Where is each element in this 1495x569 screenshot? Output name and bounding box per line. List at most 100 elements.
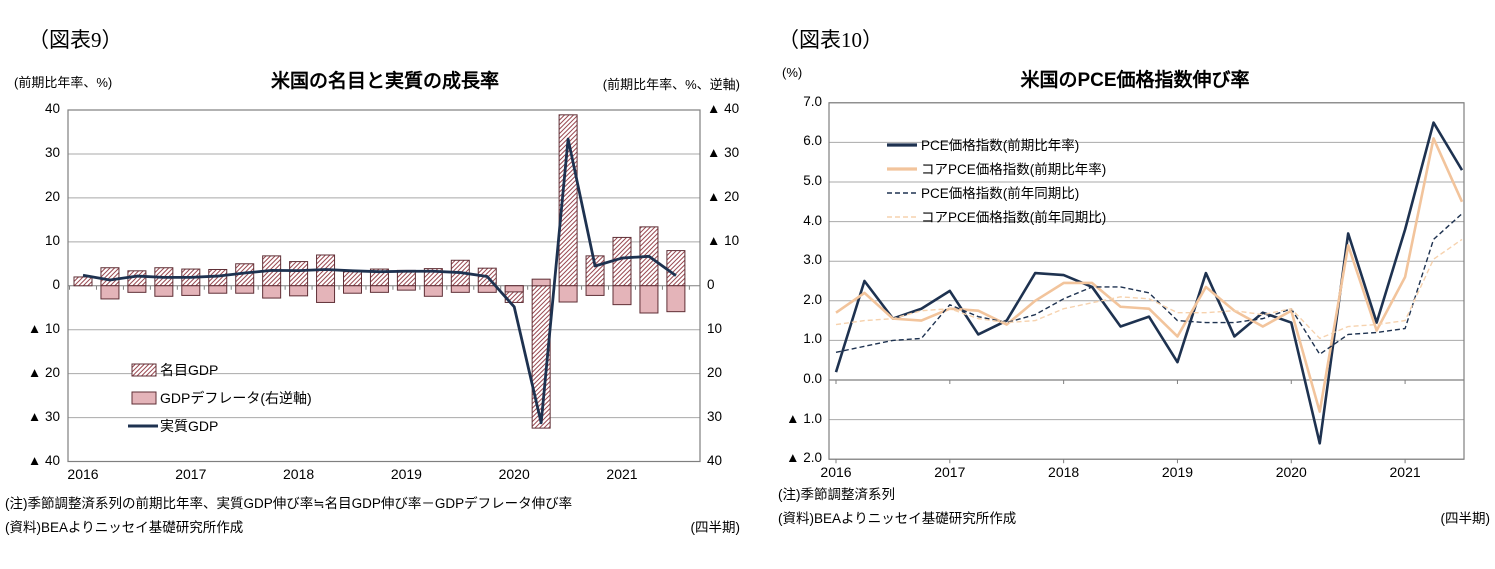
y-axis-tick-label: 3.0 <box>803 252 822 268</box>
legend-label: コアPCE価格指数(前期比年率) <box>921 161 1106 177</box>
figure10-frequency-label: (四半期) <box>1440 511 1491 526</box>
figure9-panel: 名目GDP GDPデフレータ(右逆軸) 実質GDP （図表9） (前期比年率、%) … <box>5 28 740 535</box>
y-axis-tick-label-right: 0 <box>707 276 715 292</box>
gdp-deflator-bar <box>504 285 524 293</box>
legend-label: PCE価格指数(前期比年率) <box>921 137 1079 153</box>
gdp-deflator-bar <box>450 285 470 293</box>
x-axis-year-label: 2017 <box>175 466 207 482</box>
gdp-deflator-bar <box>235 285 255 294</box>
y-axis-tick-label: 2.0 <box>803 291 822 307</box>
figure10-source-note: (資料)BEAよりニッセイ基礎研究所作成 <box>778 511 1017 526</box>
figure10-panel: PCE価格指数(前期比年率) コアPCE価格指数(前期比年率) PCE価格指数(前年… <box>770 0 1495 569</box>
gdp-deflator-bar <box>181 285 201 296</box>
y-axis-tick-label-right: 30 <box>707 408 723 424</box>
nominal-gdp-bar <box>666 250 686 287</box>
figure9-source-note: (資料)BEAよりニッセイ基礎研究所作成 <box>5 520 244 535</box>
legend-swatch-nominal-gdp <box>131 363 157 377</box>
y-axis-tick-label-left: 0 <box>52 276 60 292</box>
y-axis-tick-label-left: 10 <box>44 232 60 248</box>
y-axis-tick-label: 7.0 <box>803 93 822 109</box>
legend-label: 実質GDP <box>160 418 218 434</box>
gdp-deflator-bar <box>369 285 389 293</box>
figure9-legend: 名目GDP GDPデフレータ(右逆軸) 実質GDP <box>128 362 312 434</box>
gdp-deflator-bar <box>262 285 282 299</box>
gdp-deflator-bar <box>343 285 362 294</box>
x-axis-year-label: 2018 <box>1048 464 1080 480</box>
figure9-title: 米国の名目と実質の成長率 <box>270 71 499 92</box>
y-axis-tick-label-right: 10 <box>707 320 723 336</box>
real-gdp-line <box>82 137 677 425</box>
y-axis-tick-label-right: 20 <box>707 364 723 380</box>
core-pce-annualized-line <box>835 137 1464 413</box>
gdp-deflator-bar <box>127 285 147 293</box>
x-axis-year-label: 2020 <box>498 466 530 482</box>
gdp-deflator-bar <box>154 285 174 297</box>
gdp-deflator-bar <box>558 285 578 303</box>
figure9-left-axis-caption: (前期比年率、%) <box>14 75 113 90</box>
nominal-gdp-bar <box>73 276 93 287</box>
legend-label: GDPデフレータ(右逆軸) <box>160 390 312 406</box>
y-axis-tick-label-right: ▲ 30 <box>707 144 740 160</box>
gdp-deflator-bar <box>666 285 686 313</box>
y-axis-tick-label-left: 30 <box>44 144 60 160</box>
y-axis-tick-label-left: ▲ 20 <box>27 364 60 380</box>
y-axis-tick-label: 5.0 <box>803 173 822 188</box>
gdp-deflator-bar <box>396 285 416 291</box>
y-axis-tick-label-left: ▲ 40 <box>27 452 60 468</box>
nominal-gdp-bar <box>100 267 120 287</box>
gdp-deflator-bar <box>208 285 228 294</box>
x-axis-year-label: 2021 <box>1389 464 1421 480</box>
y-axis-tick-label: ▲ 2.0 <box>786 450 822 466</box>
nominal-gdp-bar <box>289 261 309 287</box>
y-axis-tick-label-right: ▲ 10 <box>707 232 740 248</box>
legend-label: 名目GDP <box>160 362 218 378</box>
gdp-deflator-bar <box>423 285 443 297</box>
y-axis-tick-label-right: ▲ 40 <box>707 101 740 116</box>
figure10-label: （図表10） <box>778 28 883 52</box>
x-axis-year-label: 2020 <box>1275 464 1307 480</box>
pce-price-yoy-line <box>835 213 1463 355</box>
x-axis-year-label: 2016 <box>820 464 852 480</box>
plot-frame <box>828 102 1465 460</box>
y-axis-tick-label-left: 40 <box>44 101 60 116</box>
gdp-deflator-bar <box>316 285 336 303</box>
y-axis-tick-label-left: ▲ 10 <box>27 320 60 336</box>
figure10-title: 米国のPCE価格指数伸び率 <box>1020 70 1250 91</box>
figure9-right-axis-caption: (前期比年率、%、逆軸) <box>602 77 740 92</box>
legend-label: コアPCE価格指数(前年同期比) <box>921 209 1106 225</box>
gdp-deflator-bar <box>100 285 120 300</box>
legend-label: PCE価格指数(前年同期比) <box>921 185 1079 201</box>
gdp-deflator-bar <box>612 285 632 306</box>
figure10-legend: PCE価格指数(前期比年率) コアPCE価格指数(前期比年率) PCE価格指数(前年… <box>887 137 1106 225</box>
figure9-label: （図表9） <box>28 28 123 52</box>
x-axis-year-label: 2019 <box>390 466 422 482</box>
x-axis-year-label: 2021 <box>606 466 638 482</box>
y-axis-tick-label-left: 20 <box>44 188 60 204</box>
pce-price-annualized-line <box>834 121 1464 445</box>
core-pce-yoy-line <box>835 238 1463 340</box>
y-axis-tick-label: 0.0 <box>803 371 822 386</box>
figure9-note: (注)季節調整済系列の前期比年率、実質GDP伸び率≒名目GDP伸び率－GDPデフ… <box>5 496 573 511</box>
y-axis-tick-label: 1.0 <box>803 331 822 347</box>
gdp-deflator-bar <box>477 285 497 293</box>
plot-frame <box>67 109 701 463</box>
y-axis-tick-label: ▲ 1.0 <box>786 410 822 426</box>
y-axis-tick-label-left: ▲ 30 <box>27 408 60 424</box>
pce-price-chart-canvas: PCE価格指数(前期比年率) コアPCE価格指数(前期比年率) PCE価格指数(前年… <box>828 102 1465 464</box>
gdp-deflator-bar <box>531 278 551 287</box>
nominal-gdp-bar <box>612 236 632 287</box>
gdp-deflator-bar <box>289 285 309 297</box>
legend-swatch-gdp-deflator <box>131 391 157 405</box>
gdp-deflator-bar <box>639 285 659 314</box>
gdp-growth-chart-canvas: 名目GDP GDPデフレータ(右逆軸) 実質GDP <box>67 109 701 463</box>
x-axis-year-label: 2016 <box>67 466 99 482</box>
y-axis-tick-label-right: ▲ 20 <box>707 188 740 204</box>
nominal-gdp-bar <box>343 271 362 287</box>
figure10-note: (注)季節調整済系列 <box>778 487 895 502</box>
x-axis-year-label: 2017 <box>934 464 966 480</box>
x-axis-year-label: 2019 <box>1161 464 1194 480</box>
figure10-left-axis-caption: (%) <box>782 65 803 80</box>
y-axis-tick-label-right: 40 <box>707 452 723 468</box>
y-axis-tick-label: 6.0 <box>803 133 822 149</box>
